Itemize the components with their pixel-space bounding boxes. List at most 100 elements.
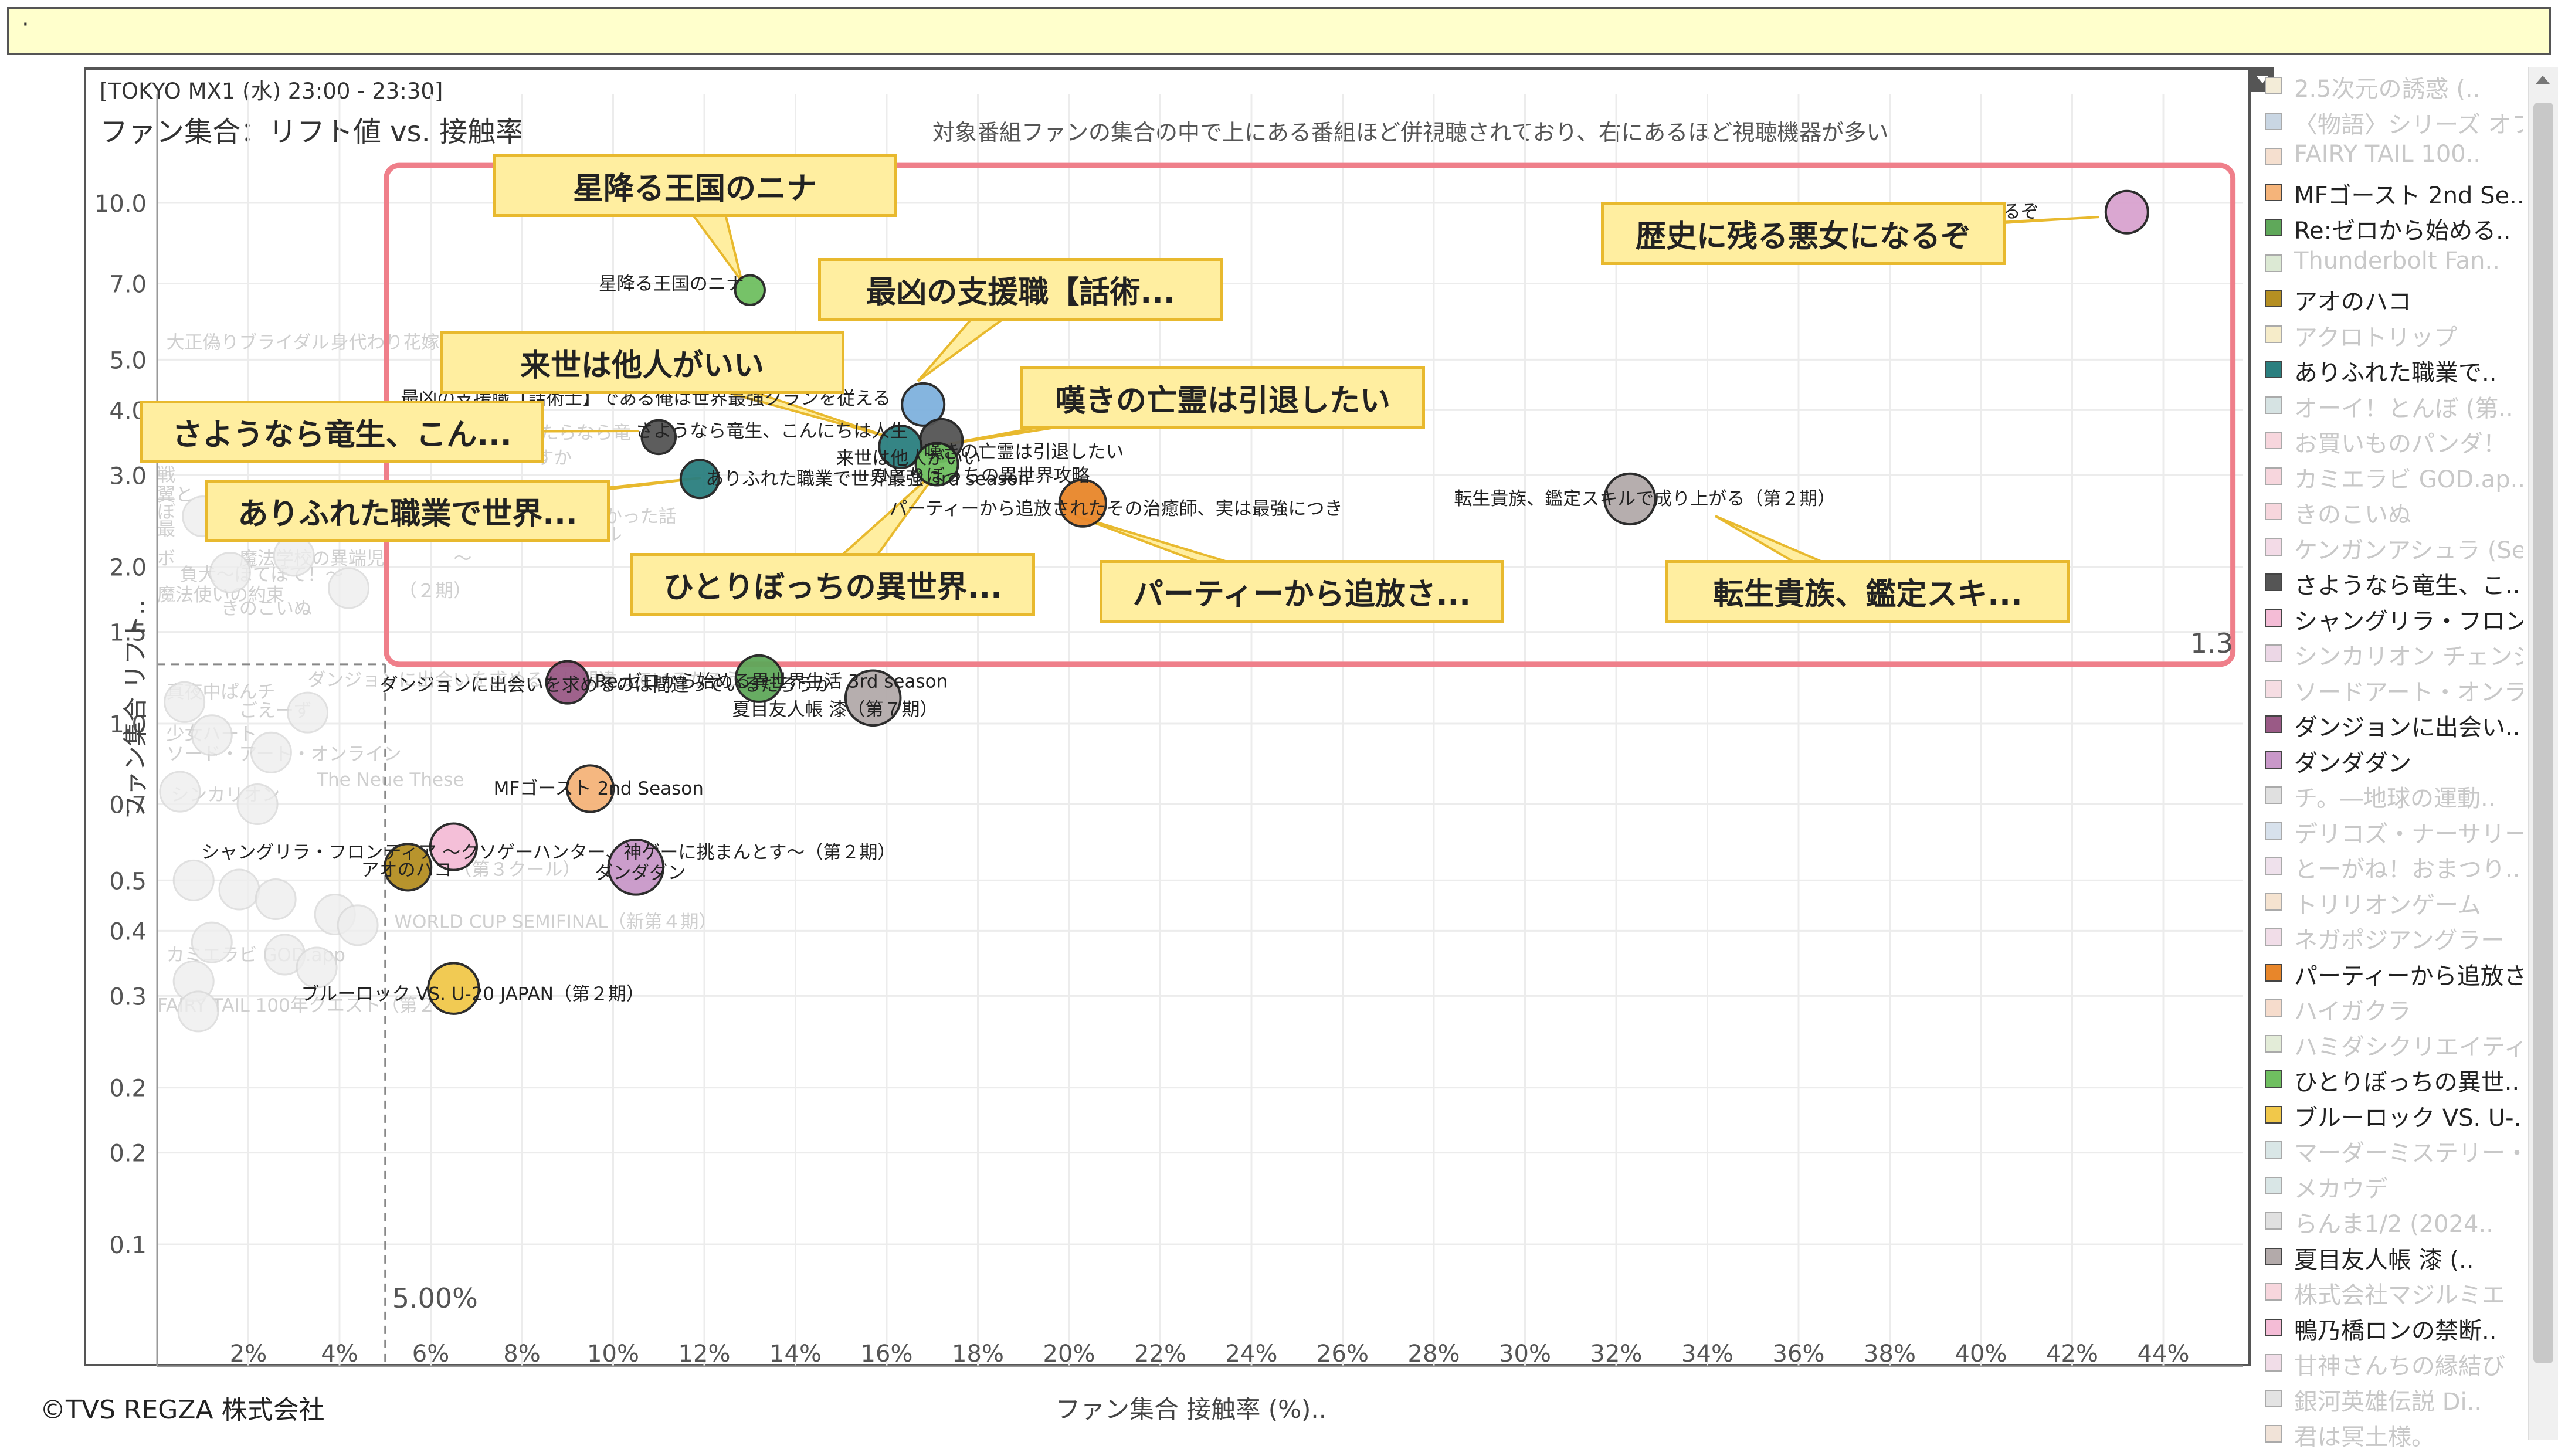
legend-swatch [2265,1176,2282,1194]
legend-swatch [2265,892,2282,911]
callout-box: パーティーから追放さ... [1100,560,1504,623]
legend-label: お買いものパンダ！ [2294,430,2506,456]
legend-swatch [2265,928,2282,946]
legend-item[interactable]: ハミダシクリエイティブ [2265,1026,2523,1060]
legend-item[interactable]: アクロトリップ [2265,316,2523,350]
legend-item[interactable]: シンカリオン チェンジ.. [2265,635,2523,669]
legend-scrollbar[interactable] [2528,67,2558,1440]
legend-item[interactable]: メカウデ [2265,1167,2523,1202]
legend-item[interactable]: らんま1/2 (2024.. [2265,1203,2523,1237]
legend-label: チ。―地球の運動.. [2294,785,2496,811]
legend-label: トリリオンゲーム [2294,891,2481,918]
legend-item[interactable]: ブルーロック VS. U-.. [2265,1097,2523,1131]
legend-label: ひとりぼっちの異世.. [2294,1069,2520,1095]
legend-item[interactable]: シャングリラ・フロン.. [2265,600,2523,634]
scroll-up-icon[interactable] [2536,76,2550,84]
legend-label: 銀河英雄伝説 Di.. [2294,1388,2482,1414]
legend-item[interactable]: 鴨乃橋ロンの禁断.. [2265,1309,2523,1343]
legend-item[interactable]: パーティーから追放さ.. [2265,955,2523,989]
legend-item[interactable]: Thunderbolt Fan.. [2265,245,2523,279]
legend-swatch [2265,396,2282,414]
legend-label: ソードアート・オンライ.. [2294,678,2523,705]
legend-item[interactable]: ひとりぼっちの異世.. [2265,1061,2523,1095]
legend-label: ハイガクラ [2294,998,2411,1024]
legend-swatch [2265,77,2282,94]
legend-item[interactable]: デリコズ・ナーサリー (.. [2265,813,2523,847]
legend-item[interactable]: とーがね！おまつり.. [2265,848,2523,882]
legend-item[interactable]: 甘神さんちの縁結び [2265,1345,2523,1379]
legend-swatch [2265,680,2282,698]
legend-swatch [2265,644,2282,662]
legend-swatch [2265,112,2282,130]
legend-swatch [2265,183,2282,201]
legend-label: 甘神さんちの縁結び [2294,1353,2505,1379]
legend-swatch [2265,290,2282,307]
legend-item[interactable]: 〈物語〉シリーズ オフ.. [2265,103,2523,137]
legend-label: アオのハコ [2294,289,2411,314]
legend-item[interactable]: マーダーミステリー・オ.. [2265,1132,2523,1166]
callout-box: 転生貴族、鑑定スキ... [1665,560,2070,623]
legend-label: ありふれた職業で.. [2294,359,2497,385]
legend-label: ネガポジアングラー [2294,927,2505,953]
legend-item[interactable]: ソードアート・オンライ.. [2265,671,2523,705]
legend-item[interactable]: チ。―地球の運動.. [2265,777,2523,811]
callout-box: 歴史に残る悪女になるぞ [1601,202,2006,265]
legend-item[interactable]: トリリオンゲーム [2265,884,2523,918]
chart-title: ファン集合：リフト値 vs. 接触率 [100,116,524,148]
legend-swatch [2265,963,2282,982]
legend-item[interactable]: カミエラビ GOD.ap.. [2265,458,2523,492]
legend-swatch [2265,857,2282,875]
legend-item[interactable]: きのこいぬ [2265,493,2523,527]
legend-item[interactable]: ケンガンアシュラ (Se.. [2265,529,2523,563]
legend-swatch [2265,361,2282,378]
legend-item[interactable]: FAIRY TAIL 100.. [2265,138,2523,172]
legend-item[interactable]: ダンダダン [2265,742,2523,776]
legend-label: マーダーミステリー・オ.. [2294,1140,2523,1166]
callout-box: 来世は他人がいい [440,331,844,394]
legend-item[interactable]: MFゴースト 2nd Se.. [2265,174,2523,208]
legend-label: MFゴースト 2nd Se.. [2294,182,2523,208]
legend-swatch [2265,432,2282,449]
legend-item[interactable]: さようなら竜生、こ.. [2265,564,2523,598]
legend-label: シャングリラ・フロン.. [2294,607,2523,634]
legend-item[interactable]: お買いものパンダ！ [2265,422,2523,456]
scroll-thumb[interactable] [2533,103,2553,1363]
legend-label: 君は冥土様。 [2294,1424,2435,1450]
legend-item[interactable]: Re:ゼロから始める.. [2265,209,2523,243]
legend-swatch [2265,1247,2282,1265]
legend-label: Thunderbolt Fan.. [2294,247,2500,274]
legend-item[interactable]: 君は冥土様。 [2265,1416,2523,1450]
legend-swatch [2265,999,2282,1017]
legend-item[interactable]: 銀河英雄伝説 Di.. [2265,1380,2523,1414]
legend-label: デリコズ・ナーサリー (.. [2294,820,2523,847]
callout-box: 嘆きの亡霊は引退したい [1020,366,1425,429]
legend-item[interactable]: 夏目友人帳 漆 (.. [2265,1238,2523,1272]
legend-item[interactable]: ハイガクラ [2265,990,2523,1024]
legend-item[interactable]: ダンジョンに出会い.. [2265,706,2523,740]
legend-label: ブルーロック VS. U-.. [2294,1104,2523,1131]
legend-label: 2.5次元の誘惑 (.. [2294,76,2481,101]
legend-label: アクロトリップ [2294,324,2457,350]
legend-swatch [2265,1425,2282,1443]
legend-label: FAIRY TAIL 100.. [2294,141,2481,168]
legend-label: 株式会社マジルミエ [2294,1282,2505,1308]
legend-item[interactable]: ありふれた職業で.. [2265,351,2523,385]
legend-label: カミエラビ GOD.ap.. [2294,466,2523,492]
legend-swatch [2265,573,2282,591]
legend-label: ハミダシクリエイティブ [2294,1033,2523,1060]
legend-swatch [2265,1141,2282,1159]
legend-item[interactable]: アオのハコ [2265,280,2523,314]
chart-subtitle: 対象番組ファンの集合の中で上にある番組ほど併視聴されており、右にあるほど視聴機器… [932,120,1889,145]
legend-item[interactable]: ネガポジアングラー [2265,919,2523,953]
legend-item[interactable]: 2.5次元の誘惑 (.. [2265,67,2523,101]
legend-label: とーがね！おまつり.. [2294,856,2520,882]
legend-item[interactable]: オーイ！とんぼ (第.. [2265,387,2523,421]
legend-label: 〈物語〉シリーズ オフ.. [2294,111,2523,137]
legend-label: シンカリオン チェンジ.. [2294,643,2523,669]
legend-item[interactable]: 株式会社マジルミエ [2265,1274,2523,1308]
legend-swatch [2265,715,2282,733]
legend-swatch [2265,219,2282,236]
legend-label: さようなら竜生、こ.. [2294,572,2520,598]
x-axis-title: ファン集合 接触率 (%).. [1056,1395,1327,1424]
callout-box: 星降る王国のニナ [493,154,897,217]
